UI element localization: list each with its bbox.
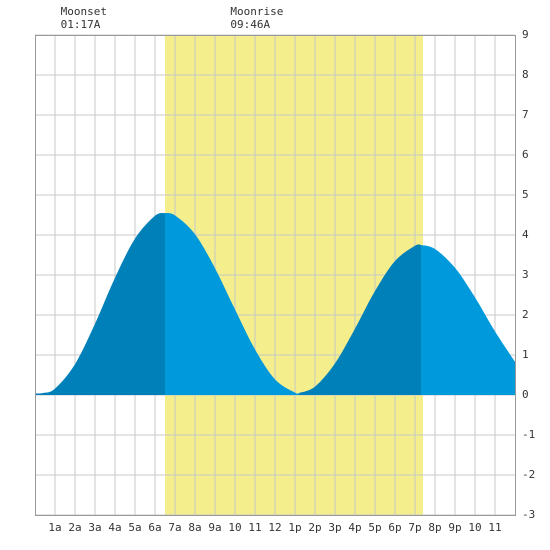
y-tick-label: 7	[522, 108, 529, 121]
y-tick-label: -3	[522, 508, 535, 521]
x-tick-label: 2a	[68, 521, 81, 534]
x-tick-label: 4a	[108, 521, 121, 534]
y-tick-label: 0	[522, 388, 529, 401]
x-tick-label: 10	[228, 521, 241, 534]
y-tick-label: 3	[522, 268, 529, 281]
moon-event-time: 09:46A	[230, 18, 270, 31]
x-tick-label: 11	[248, 521, 261, 534]
tide-layer	[35, 212, 515, 395]
rising-tide-area	[35, 212, 165, 395]
x-tick-label: 6p	[388, 521, 401, 534]
rising-tide-area	[299, 244, 421, 395]
x-tick-label: 12	[268, 521, 281, 534]
x-tick-label: 6a	[148, 521, 161, 534]
y-tick-label: 4	[522, 228, 529, 241]
x-tick-label: 8p	[428, 521, 441, 534]
x-tick-label: 8a	[188, 521, 201, 534]
y-tick-label: -1	[522, 428, 535, 441]
y-tick-label: 2	[522, 308, 529, 321]
moon-event-title: Moonrise	[230, 5, 283, 18]
falling-tide-area	[165, 212, 299, 395]
falling-tide-area	[421, 245, 515, 395]
x-tick-label: 2p	[308, 521, 321, 534]
x-tick-label: 11	[488, 521, 501, 534]
y-tick-label: 1	[522, 348, 529, 361]
y-tick-label: 8	[522, 68, 529, 81]
x-tick-label: 3p	[328, 521, 341, 534]
y-tick-label: 6	[522, 148, 529, 161]
x-tick-label: 7a	[168, 521, 181, 534]
x-tick-label: 5a	[128, 521, 141, 534]
plot-frame	[35, 35, 516, 516]
x-tick-label: 9p	[448, 521, 461, 534]
x-tick-label: 1p	[288, 521, 301, 534]
y-tick-label: 9	[522, 28, 529, 41]
x-tick-label: 5p	[368, 521, 381, 534]
y-tick-label: -2	[522, 468, 535, 481]
x-tick-label: 10	[468, 521, 481, 534]
x-tick-label: 3a	[88, 521, 101, 534]
x-tick-label: 7p	[408, 521, 421, 534]
y-tick-label: 5	[522, 188, 529, 201]
x-tick-label: 9a	[208, 521, 221, 534]
x-tick-label: 4p	[348, 521, 361, 534]
moon-event-title: Moonset	[61, 5, 107, 18]
moon-event-time: 01:17A	[61, 18, 101, 31]
x-tick-label: 1a	[48, 521, 61, 534]
